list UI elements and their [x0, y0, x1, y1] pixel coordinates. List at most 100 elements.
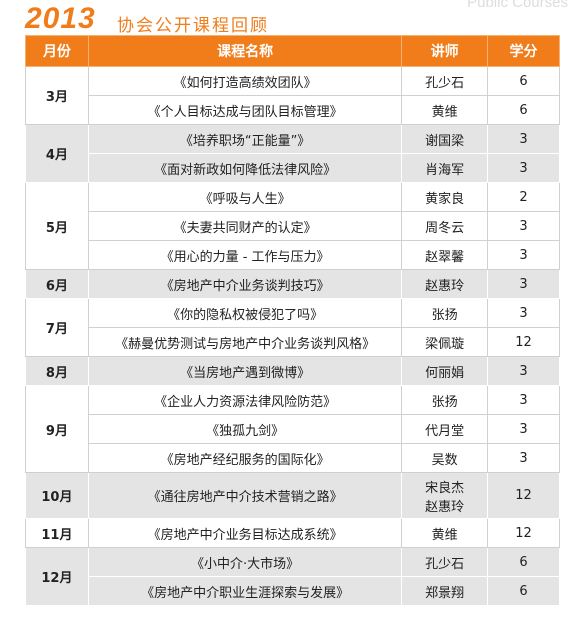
teacher-cell: 代月堂	[401, 414, 489, 444]
course-title: 《企业人力资源法律风险防范》	[87, 385, 403, 415]
teacher: 吴数	[431, 452, 458, 468]
course-row: 9月 《企业人力资源法律风险防范》 张扬 3	[25, 385, 560, 473]
course-row: 5月 《呼吸与人生》 黄家良 2	[25, 182, 560, 270]
course-title: 《小中介·大市场》	[87, 547, 403, 577]
course-title: 《房地产经纪服务的国际化》	[87, 443, 403, 473]
teacher: 代月堂	[425, 423, 465, 439]
month-cell: 11月	[25, 518, 89, 548]
table-body: 3月 《如何打造高绩效团队》 孔少石 6 《个人目标达成与团队目标管理》 黄维 6 4月 《培养…	[25, 66, 560, 606]
course-row: 8月 《当房地产遇到微博》 何丽娟 3	[25, 356, 560, 386]
column-header: 月份	[25, 35, 89, 67]
course-title: 《个人目标达成与团队目标管理》	[87, 95, 403, 125]
teacher-cell: 黄家良	[401, 182, 489, 212]
course-title: 《夫妻共同财产的认定》	[87, 211, 403, 241]
teacher-cell: 张扬	[401, 298, 489, 328]
month-cell: 12月	[25, 547, 89, 606]
teacher: 黄维	[431, 104, 458, 120]
teacher: 黄维	[431, 527, 458, 543]
month-cell: 5月	[25, 182, 89, 270]
credit: 12	[487, 518, 560, 548]
course-title: 《赫曼优势测试与房地产中介业务谈判风格》	[87, 327, 403, 357]
teacher-cell: 何丽娟	[401, 356, 489, 386]
course-row: 《房地产中介职业生涯探索与发展》 郑景翔 6	[26, 576, 560, 606]
teacher: 张扬	[431, 307, 458, 323]
credit: 3	[487, 211, 560, 241]
credit: 3	[487, 298, 560, 328]
header-row: 月份 课程名称 讲师 学分	[25, 35, 560, 67]
course-row: 《个人目标达成与团队目标管理》 黄维 6	[26, 95, 560, 125]
course-title: 《面对新政如何降低法律风险》	[87, 153, 403, 183]
course-title: 《当房地产遇到微博》	[87, 356, 403, 386]
teacher: 肖海军	[425, 162, 465, 178]
teacher-cell: 赵惠玲	[401, 269, 489, 299]
course-title: 《房地产中介职业生涯探索与发展》	[87, 576, 403, 606]
teacher: 赵翠馨	[425, 249, 465, 265]
credit: 3	[487, 124, 560, 154]
teacher: 孔少石	[425, 75, 465, 91]
subtitle: Public Courses	[467, 0, 568, 11]
teacher-cell: 孔少石	[401, 66, 489, 96]
credit: 3	[487, 269, 560, 299]
course-title: 《培养职场“正能量”》	[87, 124, 403, 154]
month-cell: 7月	[25, 298, 89, 357]
credit: 3	[487, 443, 560, 473]
teacher-cell: 张扬	[401, 385, 489, 415]
teacher-cell: 赵翠馨	[401, 240, 489, 270]
course-row: 6月 《房地产中介业务谈判技巧》 赵惠玲 3	[25, 269, 560, 299]
course-row: 《独孤九剑》 代月堂 3	[26, 414, 560, 444]
credit: 3	[487, 153, 560, 183]
credit: 12	[487, 327, 560, 357]
course-row: 3月 《如何打造高绩效团队》 孔少石 6	[25, 66, 560, 125]
year: 2013	[25, 2, 96, 35]
teacher: 张扬	[431, 394, 458, 410]
teacher: 宋良杰	[425, 480, 465, 496]
month-cell: 9月	[25, 385, 89, 473]
teacher-cell: 黄维	[401, 95, 489, 125]
course-row: 《夫妻共同财产的认定》 周冬云 3	[26, 211, 560, 241]
course-title: 《你的隐私权被侵犯了吗》	[87, 298, 403, 328]
credit: 3	[487, 356, 560, 386]
course-row: 《面对新政如何降低法律风险》 肖海军 3	[26, 153, 560, 183]
header: 2013 协会公开课程回顾 Public Courses	[25, 0, 588, 36]
teacher-cell: 孔少石	[401, 547, 489, 577]
course-row: 12月 《小中介·大市场》 孔少石 6	[25, 547, 560, 606]
credit: 6	[487, 66, 560, 96]
course-title: 《如何打造高绩效团队》	[87, 66, 403, 96]
teacher: 梁佩璇	[425, 336, 465, 352]
course-row: 4月 《培养职场“正能量”》 谢国梁 3	[25, 124, 560, 183]
course-row: 7月 《你的隐私权被侵犯了吗》 张扬 3	[25, 298, 560, 357]
column-header: 讲师	[401, 35, 489, 67]
course-title: 《房地产中介业务目标达成系统》	[87, 518, 403, 548]
month-cell: 4月	[25, 124, 89, 183]
credit: 6	[487, 95, 560, 125]
month-cell: 3月	[25, 66, 89, 125]
course-row: 10月 《通往房地产中介技术营销之路》 宋良杰 赵惠玲 12	[25, 472, 560, 519]
teacher-cell: 肖海军	[401, 153, 489, 183]
teacher-cell: 梁佩璇	[401, 327, 489, 357]
teacher: 谢国梁	[425, 133, 465, 149]
column-header: 学分	[487, 35, 560, 67]
title: 协会公开课程回顾	[117, 16, 269, 36]
course-title: 《独孤九剑》	[87, 414, 403, 444]
course-title: 《房地产中介业务谈判技巧》	[87, 269, 403, 299]
teacher: 何丽娟	[425, 365, 465, 381]
teacher: 黄家良	[425, 191, 465, 207]
course-row: 《赫曼优势测试与房地产中介业务谈判风格》 梁佩璇 12	[26, 327, 560, 357]
course-title: 《呼吸与人生》	[87, 182, 403, 212]
teacher: 周冬云	[425, 220, 465, 236]
credit: 6	[487, 576, 560, 606]
credit: 3	[487, 385, 560, 415]
credit: 12	[487, 472, 560, 519]
teacher: 郑景翔	[425, 585, 465, 601]
teacher: 孔少石	[425, 556, 465, 572]
teacher-cell: 黄维	[401, 518, 489, 548]
credit: 3	[487, 240, 560, 270]
teacher-cell: 吴数	[401, 443, 489, 473]
teacher-cell: 周冬云	[401, 211, 489, 241]
course-table: 月份 课程名称 讲师 学分 3月 《如何打造高绩效团队》 孔少石 6 《个人目标达成与团队目标…	[25, 35, 560, 606]
course-title: 《通往房地产中介技术营销之路》	[87, 472, 403, 519]
course-row: 《房地产经纪服务的国际化》 吴数 3	[26, 443, 560, 473]
credit: 3	[487, 414, 560, 444]
teacher-cell: 郑景翔	[401, 576, 489, 606]
